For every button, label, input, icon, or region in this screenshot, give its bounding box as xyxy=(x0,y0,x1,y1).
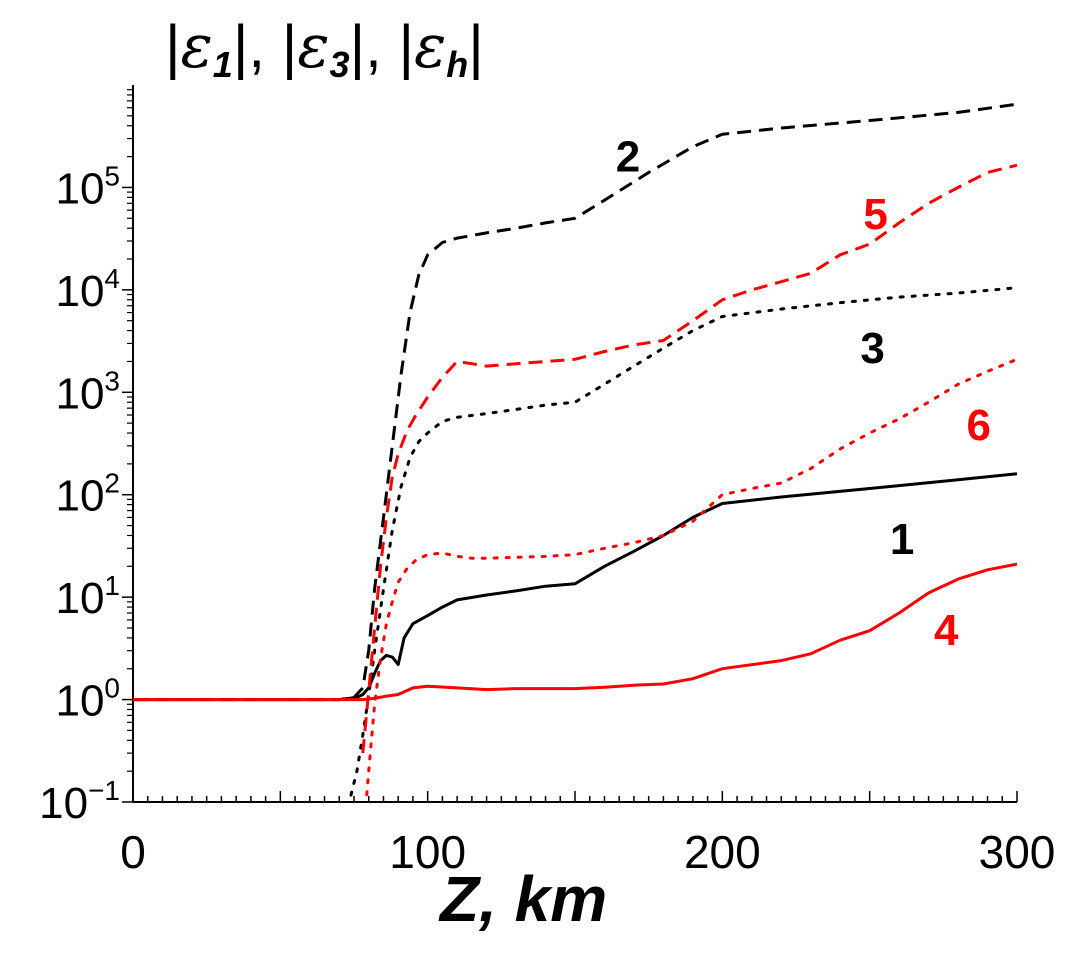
y-tick-exp: 1 xyxy=(104,570,120,601)
curve-label: 4 xyxy=(934,606,959,655)
series-line-3 xyxy=(347,286,1017,802)
y-title-bar: | xyxy=(468,13,484,80)
y-tick-base: 10 xyxy=(55,267,104,316)
y-tick-label: 100 xyxy=(55,673,120,726)
series-line-1 xyxy=(133,472,1017,702)
y-tick-exp: 2 xyxy=(104,468,120,499)
y-tick-exp: 5 xyxy=(104,160,120,191)
y-tick-base: 10 xyxy=(55,677,104,726)
y-tick-base: 10 xyxy=(55,164,104,213)
y-tick-exp: 4 xyxy=(104,263,120,294)
epsilon-symbol: ε xyxy=(414,12,447,82)
curve-label: 6 xyxy=(966,401,990,450)
x-axis-title: Z, km xyxy=(440,863,608,935)
curve-label: 5 xyxy=(863,190,887,239)
y-title-bar: | xyxy=(165,13,181,80)
series-line-5 xyxy=(361,163,1017,754)
epsilon-symbol: ε xyxy=(297,12,330,82)
y-tick-base: 10 xyxy=(55,369,104,418)
series-line-6 xyxy=(364,357,1017,802)
y-title-sub-h: h xyxy=(446,44,469,85)
y-axis-title: |ε1|, |ε3|, |εh| xyxy=(165,12,484,86)
curve-label: 1 xyxy=(890,515,914,564)
y-tick-label: 101 xyxy=(55,570,120,623)
series-group xyxy=(133,102,1017,802)
y-tick-label: 103 xyxy=(55,365,120,418)
y-tick-exp: 3 xyxy=(104,365,120,396)
y-tick-exp: 0 xyxy=(104,673,120,704)
y-tick-label: 102 xyxy=(55,468,120,521)
series-line-2 xyxy=(133,102,1017,702)
x-tick-label: 200 xyxy=(684,826,761,878)
curve-label: 2 xyxy=(616,133,640,182)
x-tick-label: 0 xyxy=(120,826,146,878)
y-tick-base: 10 xyxy=(55,574,104,623)
series-line-4 xyxy=(133,562,1017,702)
x-tick-label: 100 xyxy=(389,826,466,878)
curve-label: 3 xyxy=(860,324,884,373)
y-title-sub-3: 3 xyxy=(329,44,350,85)
y-tick-label: 104 xyxy=(55,263,120,316)
x-tick-label: 300 xyxy=(979,826,1056,878)
y-title-sep: |, | xyxy=(232,13,298,80)
y-tick-base: 10 xyxy=(55,472,104,521)
y-tick-label: 10−1 xyxy=(39,775,120,828)
epsilon-symbol: ε xyxy=(180,12,213,82)
y-title-sub-1: 1 xyxy=(212,44,233,85)
y-tick-label: 105 xyxy=(55,160,120,213)
y-tick-base: 10 xyxy=(39,779,88,828)
y-tick-exp: −1 xyxy=(88,775,120,806)
y-title-sep: |, | xyxy=(349,13,415,80)
